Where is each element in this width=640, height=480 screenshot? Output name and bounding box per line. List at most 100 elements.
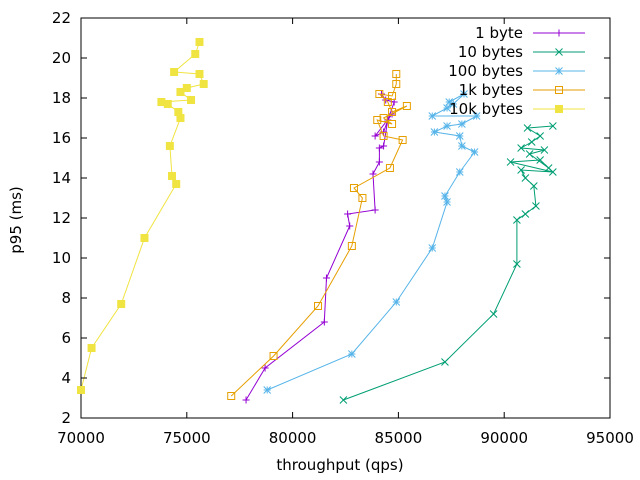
data-point [349, 184, 358, 192]
data-point [375, 144, 383, 152]
legend-item-0: 1 byte [475, 24, 585, 42]
y-tick-label: 8 [61, 289, 71, 307]
y-tick-label: 22 [52, 9, 71, 27]
data-point [375, 158, 383, 166]
data-point [428, 244, 437, 252]
data-point [358, 194, 367, 202]
data-point [506, 158, 515, 166]
data-point [460, 90, 468, 98]
series-1 [339, 122, 557, 404]
data-point [375, 90, 384, 98]
data-point [269, 352, 278, 360]
data-point [379, 114, 388, 122]
legend-item-3: 1k bytes [459, 81, 585, 99]
series-3 [227, 70, 411, 400]
data-point [398, 136, 407, 144]
legend-marker [555, 48, 563, 56]
data-point [140, 234, 149, 242]
legend-label: 10 bytes [458, 43, 523, 61]
data-point [371, 132, 379, 140]
legend-label: 1 byte [475, 24, 523, 42]
data-point [402, 102, 411, 110]
data-point [195, 70, 204, 78]
data-point [529, 182, 538, 190]
data-point [549, 122, 557, 130]
data-point [544, 164, 553, 172]
data-point [388, 92, 397, 100]
y-tick-label: 14 [52, 169, 71, 187]
data-point [388, 108, 397, 116]
x-axis-label: throughput (qps) [276, 456, 403, 474]
plot-area [80, 17, 611, 419]
data-point [320, 318, 328, 326]
data-point [455, 168, 464, 176]
data-point [242, 396, 250, 404]
data-point [77, 386, 85, 394]
data-point [371, 206, 379, 214]
data-point [322, 274, 330, 282]
x-tick-label: 85000 [375, 429, 423, 447]
data-point [455, 132, 464, 140]
data-point [369, 170, 377, 178]
y-tick-label: 6 [61, 329, 71, 347]
data-point [261, 364, 269, 372]
data-point [167, 172, 176, 180]
y-tick-label: 20 [52, 49, 71, 67]
data-point [187, 96, 196, 104]
data-point [458, 120, 466, 128]
data-point [540, 146, 549, 154]
legend-label: 10k bytes [449, 100, 523, 118]
data-point [517, 166, 525, 174]
data-point [441, 358, 449, 366]
series-line [230, 74, 408, 397]
data-point [430, 128, 439, 136]
data-point [392, 70, 401, 78]
data-point [527, 138, 536, 146]
data-point [513, 260, 521, 268]
series-4 [77, 38, 208, 394]
data-point [170, 68, 179, 76]
data-point [347, 350, 356, 358]
data-point [392, 298, 401, 306]
series-2 [263, 90, 481, 394]
legend-marker [555, 29, 563, 37]
y-tick-label: 12 [52, 209, 71, 227]
y-tick-label: 4 [61, 369, 71, 387]
plot-border [80, 17, 611, 419]
data-point [339, 396, 348, 404]
data-point [472, 112, 481, 120]
data-point [470, 148, 479, 156]
data-point [441, 192, 449, 200]
data-point [165, 142, 174, 150]
series-layer [77, 38, 557, 404]
data-point [443, 104, 451, 112]
data-point [513, 216, 521, 224]
legend-item-1: 10 bytes [458, 43, 585, 61]
data-point [263, 386, 272, 394]
data-point [443, 122, 451, 130]
data-point [525, 150, 534, 158]
data-point [87, 344, 96, 352]
data-point [379, 132, 388, 140]
data-point [536, 132, 545, 140]
data-point [443, 198, 451, 206]
data-point [388, 120, 397, 128]
y-axis-label: p95 (ms) [7, 186, 25, 254]
legend-label: 1k bytes [459, 81, 524, 99]
legend-marker [555, 67, 563, 75]
data-point [195, 38, 204, 46]
data-point [445, 98, 454, 106]
data-point [174, 108, 183, 116]
data-point [344, 210, 352, 218]
y-tick-label: 16 [52, 129, 71, 147]
data-point [347, 242, 356, 250]
legend-marker [555, 105, 563, 113]
data-point [523, 124, 532, 132]
legend-label: 100 bytes [448, 62, 523, 80]
series-0 [242, 90, 398, 404]
data-point [182, 84, 191, 92]
x-tick-label: 75000 [163, 429, 211, 447]
legend-item-2: 100 bytes [448, 62, 585, 80]
